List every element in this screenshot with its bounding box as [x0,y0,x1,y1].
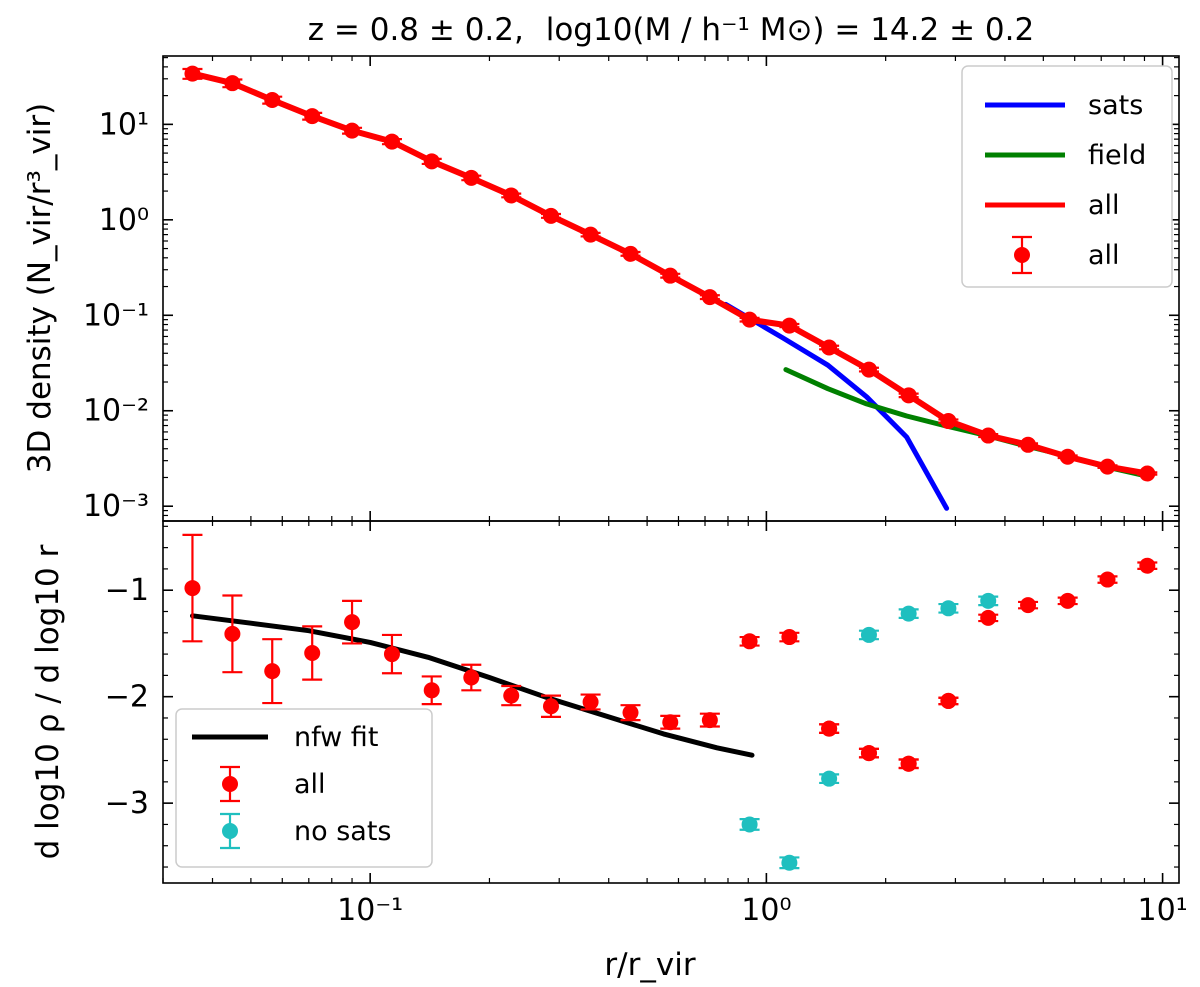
all-slope-point [662,714,679,731]
top-panel-plot [182,65,1158,511]
x-tick-label: 10⁰ [741,893,791,928]
all-density-point [503,187,520,204]
all-density-point [224,75,241,92]
title-mass-part: log10(M / h⁻¹ M⊙) = 14.2 ± 0.2 [546,12,1035,48]
all-slope-point [701,712,718,729]
all-density-point [940,413,957,430]
all-slope-point [821,720,838,737]
x-tick-label: 10⁻¹ [337,893,403,928]
sats-line [723,301,950,511]
all-slope-point [344,614,361,631]
x-axis-label: r/r_vir [604,947,695,983]
bottom-y-tick-label: −2 [105,680,149,715]
all-density-point [1099,458,1116,475]
all-slope-point [860,745,877,762]
top-y-axis-label: 3D density (N_vir/r³_vir) [22,103,58,473]
all-slope-point [622,704,639,721]
all-density-point [1139,465,1156,482]
all-slope-point [1099,571,1116,588]
all-slope-point [503,687,520,704]
all-slope-point [264,663,281,680]
all-slope-point [184,580,201,597]
all-density-point [423,153,440,170]
all-density-point [184,65,201,82]
no-sats-slope-point [940,600,957,617]
no-sats-slope-point [980,592,997,609]
all-slope-point [1139,557,1156,574]
no-sats-slope-point [900,605,917,622]
top-legend-swatch-point [1014,247,1030,263]
all-density-point [542,207,559,224]
top-legend-label: all [1088,240,1120,271]
no-sats-slope-point [741,816,758,833]
all-density-point [463,169,480,186]
bottom-panel-ticks: 10⁻¹ 10⁰ 10¹ −1 −2 −3 [105,521,1188,928]
top-y-tick-label: 10⁰ [99,203,149,238]
all-slope-point [463,669,480,686]
top-y-tick-label: 10⁻³ [83,489,149,524]
all-slope-point [781,629,798,646]
all-density-point [781,317,798,334]
all-slope-point [980,609,997,626]
all-density-point [860,361,877,378]
no-sats-slope-point [860,626,877,643]
top-y-tick-label: 10¹ [99,107,149,142]
bottom-legend: nfw fit all no sats [175,708,433,868]
bottom-legend-box [175,708,433,868]
all-density-point [980,427,997,444]
nfw-fit-line [190,613,755,758]
top-y-tick-label: 10⁻¹ [83,298,149,333]
bottom-legend-swatch-point [222,776,238,792]
all-slope-point [582,694,599,710]
all-density-point [741,311,758,328]
top-legend-label: sats [1088,90,1143,121]
chart-title: z = 0.8 ± 0.2, log10(M / h⁻¹ M⊙) = 14.2 … [308,12,1034,48]
all-density-point [821,339,838,356]
bottom-panel-plot [182,533,1158,871]
all-slope-point [940,692,957,709]
all-density-point [701,289,718,306]
all-density-point [383,133,400,150]
all-density-point [1059,448,1076,465]
top-legend-label: field [1088,140,1146,171]
bottom-legend-label: nfw fit [294,722,378,753]
all-slope-point [304,645,321,662]
bottom-y-tick-label: −1 [105,573,149,608]
all-slope-point [383,646,400,663]
all-slope-point [423,682,440,699]
all-slope-point [1020,597,1037,614]
all-density-point [582,226,599,243]
all-slope-point [1059,592,1076,609]
no-sats-slope-point [821,770,838,787]
top-panel-ticks: 10⁻³ 10⁻² 10⁻¹ 10⁰ 10¹ [83,56,1179,524]
bottom-legend-swatch-point [222,823,238,839]
all-density-point [662,267,679,284]
all-density-point [1020,436,1037,453]
top-legend-box [961,65,1173,288]
top-legend: sats field all all [961,65,1173,288]
top-legend-label: all [1088,190,1120,221]
bottom-legend-label: all [294,769,326,800]
all-density-point [264,91,281,108]
no-sats-slope-point [781,854,798,871]
x-tick-label: 10¹ [1137,893,1187,928]
all-density-point [344,122,361,139]
bottom-y-tick-label: −3 [105,786,149,821]
all-slope-point [900,755,917,772]
all-slope-point [741,633,758,650]
title-z-part: z = 0.8 ± 0.2, [308,12,524,48]
all-slope-point [224,625,241,642]
all-density-point [304,108,321,125]
all-density-point [900,387,917,404]
all-slope-point [542,698,559,715]
top-y-tick-label: 10⁻² [83,394,149,429]
bottom-y-axis-label: d log10 ρ / d log10 r [30,544,66,859]
bottom-panel-frame [162,520,1180,884]
bottom-legend-label: no sats [294,816,391,847]
all-density-point [622,245,639,262]
